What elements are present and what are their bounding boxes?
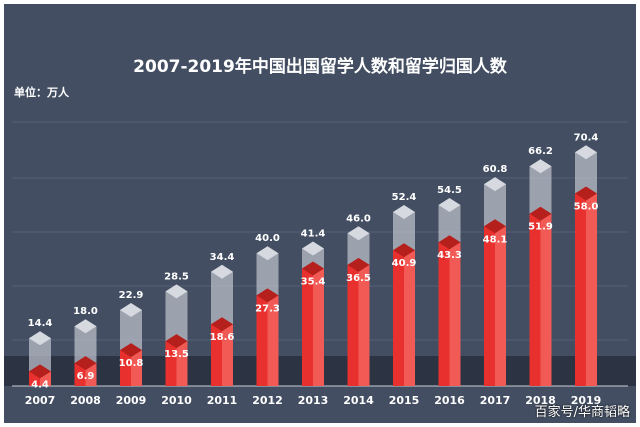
returned-bar: [438, 242, 450, 386]
returned-bar-top: [484, 219, 506, 234]
returned-bar-top: [438, 235, 461, 250]
returned-value-label: 51.9: [528, 222, 553, 233]
outbound-value-label: 22.9: [119, 290, 144, 301]
returned-bar-side: [131, 350, 142, 386]
returned-bar-side: [176, 341, 188, 386]
outbound-bar-top: [165, 284, 188, 299]
returned-bar-side: [358, 264, 370, 386]
returned-value-label: 4.4: [31, 379, 49, 390]
x-tick-label: 2015: [389, 394, 420, 407]
outbound-bar-top: [575, 145, 597, 160]
outbound-value-label: 66.2: [528, 146, 553, 157]
returned-bar-top: [256, 288, 279, 303]
returned-bar-side: [404, 250, 415, 386]
outbound-bar-top: [484, 177, 506, 192]
returned-bar: [529, 213, 541, 386]
outbound-value-label: 28.5: [164, 271, 189, 282]
returned-value-label: 48.1: [483, 234, 508, 245]
x-tick-label: 2009: [116, 394, 147, 407]
outbound-value-label: 34.4: [210, 252, 235, 263]
x-tick-label: 2010: [161, 394, 192, 407]
outbound-value-label: 60.8: [483, 164, 508, 175]
returned-bar: [211, 324, 222, 386]
returned-bar: [74, 363, 86, 386]
returned-value-label: 13.5: [164, 349, 189, 360]
outbound-value-label: 46.0: [346, 213, 371, 224]
returned-value-label: 43.3: [437, 250, 462, 261]
returned-value-label: 36.5: [346, 273, 371, 284]
returned-bar-side: [222, 324, 233, 386]
returned-bar: [347, 264, 359, 386]
returned-bar: [256, 295, 268, 386]
outbound-bar-top: [256, 246, 279, 261]
outbound-value-label: 70.4: [574, 132, 599, 143]
returned-bar: [393, 250, 404, 386]
returned-bar: [575, 193, 586, 386]
returned-value-label: 6.9: [77, 371, 95, 382]
x-tick-label: 2007: [25, 394, 56, 407]
outbound-bar-top: [347, 226, 370, 241]
returned-bar-top: [211, 317, 233, 332]
returned-value-label: 58.0: [574, 201, 599, 212]
returned-bar-side: [586, 193, 597, 386]
outbound-value-label: 41.4: [301, 229, 326, 240]
outbound-bar-top: [211, 264, 233, 279]
outbound-bar-top: [529, 159, 552, 174]
x-tick-label: 2008: [70, 394, 101, 407]
returned-bar-top: [120, 343, 142, 358]
outbound-bar-top: [438, 198, 461, 213]
watermark: 百家号/华商韬略: [534, 405, 630, 420]
outbound-value-label: 18.0: [73, 306, 98, 317]
outbound-value-label: 54.5: [437, 185, 462, 196]
outbound-bar-top: [29, 331, 51, 346]
outbound-bar-top: [393, 205, 415, 220]
outbound-value-label: 40.0: [255, 233, 280, 244]
returned-bar-side: [449, 242, 461, 386]
outbound-value-label: 14.4: [28, 318, 53, 329]
returned-bar: [302, 268, 313, 386]
outbound-bar-top: [302, 241, 324, 256]
returned-value-label: 18.6: [210, 332, 235, 343]
returned-bar-top: [302, 261, 324, 276]
returned-bar-side: [267, 295, 279, 386]
returned-bar: [29, 371, 40, 386]
returned-value-label: 10.8: [119, 358, 144, 369]
returned-bar-top: [165, 334, 188, 349]
returned-bar-top: [575, 186, 597, 201]
x-tick-label: 2018: [525, 394, 556, 407]
returned-bar-side: [495, 226, 506, 386]
returned-bar: [165, 341, 177, 386]
returned-bar-top: [29, 364, 51, 379]
x-tick-label: 2012: [252, 394, 283, 407]
returned-bar-side: [40, 371, 51, 386]
x-tick-label: 2017: [480, 394, 511, 407]
unit-label: 单位：万人: [14, 86, 69, 99]
returned-value-label: 35.4: [301, 276, 326, 287]
outbound-bar-top: [74, 319, 97, 334]
returned-bar-side: [85, 363, 97, 386]
x-tick-label: 2014: [343, 394, 374, 407]
outbound-bar-top: [120, 302, 142, 317]
x-tick-label: 2016: [434, 394, 465, 407]
returned-bar-top: [393, 243, 415, 258]
returned-value-label: 27.3: [255, 303, 280, 314]
returned-value-label: 40.9: [392, 258, 417, 269]
outbound-value-label: 52.4: [392, 192, 417, 203]
returned-bar-side: [313, 268, 324, 386]
x-tick-label: 2013: [298, 394, 329, 407]
returned-bar: [120, 350, 131, 386]
returned-bar-top: [74, 356, 97, 371]
returned-bar: [484, 226, 495, 386]
chart-title: 2007-2019年中国出国留学人数和留学归国人数: [133, 57, 507, 77]
returned-bar-top: [529, 206, 552, 221]
returned-bar-side: [540, 213, 552, 386]
x-tick-label: 2011: [207, 394, 238, 407]
returned-bar-top: [347, 257, 370, 272]
x-tick-label: 2019: [571, 394, 602, 407]
